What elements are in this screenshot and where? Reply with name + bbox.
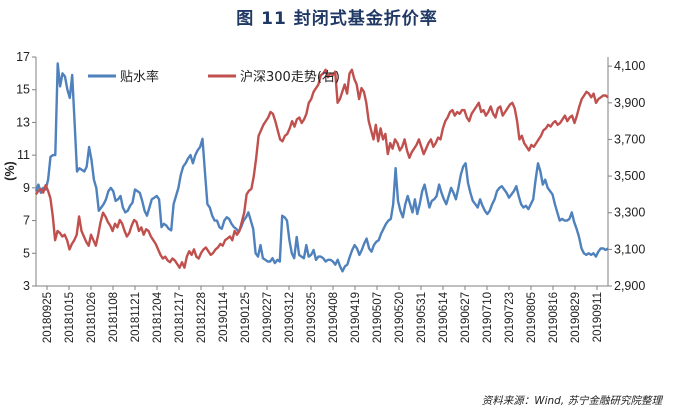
x-tick-label: 20181026 xyxy=(86,292,98,343)
left-axis: 3 5 7 9 11 13 15 17 xyxy=(16,50,36,293)
x-tick-label: 20190531 xyxy=(416,292,428,343)
x-tick-label: 20190627 xyxy=(460,292,472,343)
x-tick-label: 20181204 xyxy=(152,291,164,343)
left-tick-label: 11 xyxy=(17,148,30,162)
right-axis: 2,900 3,100 3,300 3,500 3,700 3,900 4,100 xyxy=(608,59,645,293)
x-tick-label: 20190723 xyxy=(504,292,516,343)
left-tick-label: 15 xyxy=(16,83,30,97)
left-tick-label: 7 xyxy=(23,214,30,228)
axes-frame xyxy=(35,57,609,287)
right-tick-label: 3,300 xyxy=(614,206,645,220)
legend: 贴水率 沪深300走势(右) xyxy=(88,69,340,85)
x-axis: 20180925 20181015 20181026 20181108 20181121… xyxy=(42,286,604,343)
x-tick-label: 20190911 xyxy=(592,292,604,342)
left-tick-label: 5 xyxy=(23,246,30,260)
legend-label: 贴水率 xyxy=(120,69,159,85)
right-tick-label: 3,900 xyxy=(614,96,645,110)
series-line-discount xyxy=(34,62,609,273)
left-tick-label: 9 xyxy=(23,181,30,195)
x-tick-label: 20190816 xyxy=(548,292,560,343)
x-tick-label: 20181228 xyxy=(196,292,208,343)
x-tick-label: 20190520 xyxy=(394,292,406,343)
chart-title: 图 11 封闭式基金折价率 xyxy=(236,9,438,29)
right-tick-label: 3,100 xyxy=(614,242,645,256)
x-tick-label: 20180925 xyxy=(42,292,54,343)
left-tick-label: 3 xyxy=(23,279,30,293)
x-tick-label: 20190325 xyxy=(306,292,318,343)
x-tick-label: 20181217 xyxy=(174,292,186,343)
x-tick-label: 20190507 xyxy=(372,292,384,343)
x-tick-label: 20190312 xyxy=(284,292,296,343)
source-note: 资料来源：Wind, 苏宁金融研究院整理 xyxy=(481,395,662,407)
x-tick-label: 20190614 xyxy=(438,291,450,343)
x-tick-label: 20190829 xyxy=(570,292,582,343)
x-tick-label: 20190227 xyxy=(262,292,274,343)
right-tick-label: 3,700 xyxy=(614,132,645,146)
y-axis-label: (%) xyxy=(3,161,17,180)
right-tick-label: 4,100 xyxy=(614,59,645,73)
series-layer xyxy=(34,62,609,273)
legend-label: 沪深300走势(右) xyxy=(240,69,340,85)
x-tick-label: 20181121 xyxy=(130,292,142,342)
left-tick-label: 17 xyxy=(16,50,30,64)
x-tick-label: 20190125 xyxy=(240,292,252,343)
x-tick-label: 20190419 xyxy=(350,292,362,343)
x-tick-label: 20181015 xyxy=(64,292,76,343)
series-line-hs300 xyxy=(34,68,609,269)
x-tick-label: 20190710 xyxy=(482,292,494,343)
x-tick-label: 20190805 xyxy=(526,292,538,343)
x-tick-label: 20190408 xyxy=(328,292,340,343)
right-tick-label: 2,900 xyxy=(614,279,645,293)
x-tick-label: 20190114 xyxy=(218,291,230,342)
left-tick-label: 13 xyxy=(16,115,30,129)
x-tick-label: 20181108 xyxy=(108,292,120,342)
right-tick-label: 3,500 xyxy=(614,169,645,183)
